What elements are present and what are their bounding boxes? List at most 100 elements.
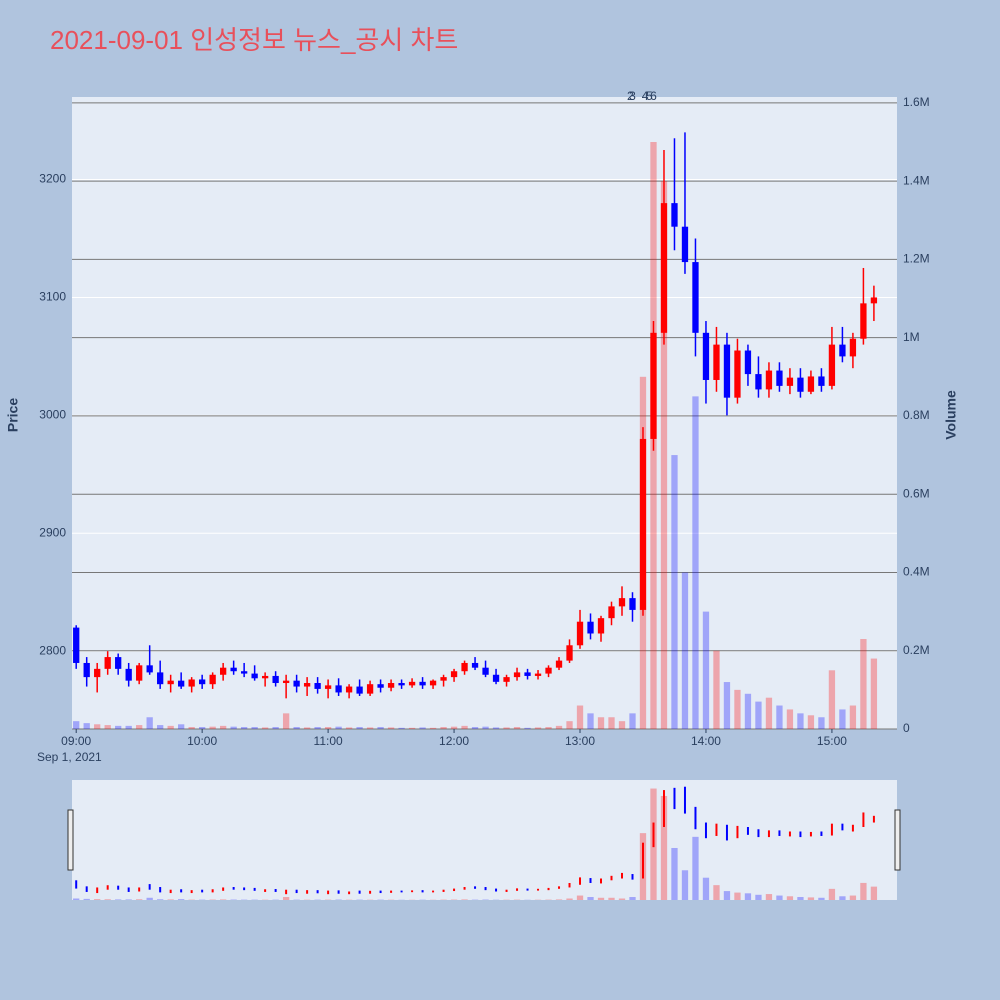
range-slider[interactable] — [72, 780, 897, 900]
candle-body — [387, 683, 395, 688]
slider-volume — [461, 899, 468, 900]
x-tick-label: 10:00 — [187, 734, 217, 748]
volume-bar — [608, 717, 615, 729]
volume-bar — [555, 725, 563, 729]
volume-bar — [408, 727, 416, 729]
candle-layer — [73, 132, 878, 699]
volume-bar — [597, 717, 605, 729]
volume-bar — [125, 725, 132, 729]
candle-body — [83, 662, 90, 678]
slider-volume — [587, 897, 594, 900]
candle-body — [282, 680, 290, 684]
candle-body — [125, 668, 132, 681]
candle-body — [261, 675, 269, 679]
candle-body — [94, 668, 101, 678]
slider-volume — [702, 877, 710, 900]
volume-bar — [681, 572, 689, 729]
volume-bar — [230, 726, 237, 729]
slider-volume — [839, 896, 846, 900]
slider-volume — [125, 899, 132, 900]
candle-body — [209, 674, 216, 685]
y2-tick-label: 0 — [903, 721, 910, 735]
slider-volume — [83, 898, 90, 900]
label-layer: 2800 2900 3000 3100 3200 0 0.2M 0.4M 0.6M 0.8M 1M 1… — [39, 89, 929, 748]
candle-body — [251, 673, 258, 679]
slider-handle[interactable] — [67, 809, 74, 871]
annotation: 5 — [646, 89, 653, 103]
volume-bar — [282, 713, 290, 729]
y-tick-label: 2800 — [39, 643, 66, 657]
x-date-label: Sep 1, 2021 — [37, 750, 102, 764]
slider-handle[interactable] — [894, 809, 901, 871]
volume-bar — [870, 658, 878, 729]
volume-bar — [272, 727, 279, 729]
volume-bar — [503, 727, 510, 729]
volume-bar — [209, 726, 216, 729]
candle-body — [461, 662, 468, 672]
candle-body — [545, 667, 552, 674]
slider-volume — [734, 892, 741, 900]
slider-volume — [219, 899, 227, 900]
candle-body — [503, 677, 510, 682]
volume-bar — [566, 721, 573, 729]
candle-body — [73, 627, 80, 663]
y2-tick-label: 1.2M — [903, 252, 930, 266]
candle-body — [104, 657, 111, 669]
candle-body — [650, 332, 657, 439]
candle-body — [146, 665, 153, 673]
y2-tick-label: 0.2M — [903, 643, 930, 657]
volume-bar — [713, 650, 720, 729]
x-tick-label: 15:00 — [817, 734, 847, 748]
candle-body — [671, 203, 678, 227]
volume-bar — [419, 727, 426, 729]
candle-body — [356, 686, 363, 694]
volume-bar — [807, 715, 815, 729]
candle-body — [639, 438, 647, 610]
candle-body — [272, 675, 279, 684]
volume-bar — [461, 725, 468, 729]
slider-volume — [755, 894, 762, 900]
candle-body — [429, 680, 437, 686]
plot-area — [72, 97, 897, 729]
volume-bar — [671, 455, 678, 729]
candle-body — [870, 297, 878, 304]
candle-body — [219, 667, 227, 675]
volume-bar — [324, 727, 332, 729]
slider-volume — [681, 870, 689, 900]
candle-body — [681, 226, 689, 263]
slider-volume — [104, 899, 111, 900]
volume-bar — [167, 725, 174, 729]
volume-bar — [545, 727, 552, 729]
volume-bar — [303, 727, 311, 729]
volume-bar — [755, 701, 762, 729]
candle-body — [199, 679, 206, 685]
candle-body — [618, 598, 626, 607]
x-tick-label: 13:00 — [565, 734, 595, 748]
candle-body — [713, 344, 720, 380]
candle-body — [303, 683, 311, 687]
candle-body — [440, 677, 447, 681]
candle-body — [860, 303, 867, 339]
volume-bar — [188, 727, 195, 729]
volume-bar — [587, 713, 594, 729]
x-tick-label: 09:00 — [61, 734, 91, 748]
candle-body — [178, 680, 185, 687]
slider-volume — [828, 888, 836, 900]
y-axis-title: Price — [5, 398, 21, 432]
candle-body — [797, 377, 804, 392]
candle-body — [849, 338, 857, 357]
candle-body — [608, 606, 615, 619]
candle-body — [492, 674, 500, 682]
volume-bar — [818, 717, 825, 729]
candle-body — [136, 665, 143, 681]
volume-bar — [849, 705, 857, 729]
slider-volume — [629, 897, 636, 900]
candle-body — [230, 667, 237, 672]
volume-bar — [345, 727, 353, 729]
annotation: 2 — [627, 89, 634, 103]
volume-bar — [240, 727, 248, 729]
slider-volume — [776, 895, 783, 900]
candle-body — [723, 344, 731, 398]
